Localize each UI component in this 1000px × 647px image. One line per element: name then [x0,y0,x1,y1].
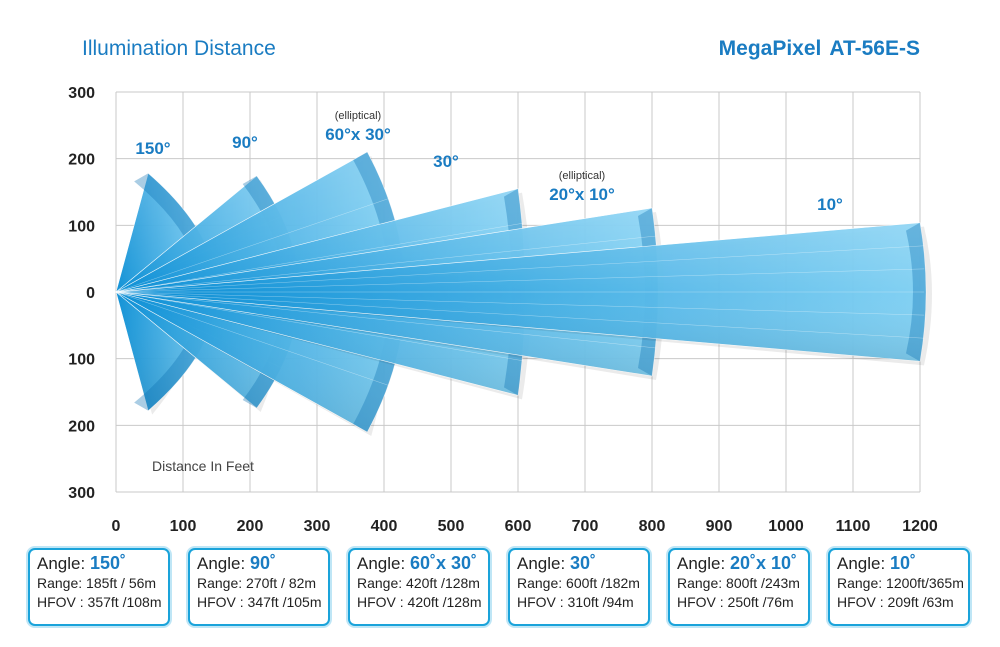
beam-label: 150° [135,139,170,158]
angle-value: 10˚ [889,553,916,573]
axes: 0 100 200 300 400 500 600 700 800 900 1000 1100 1200… [68,85,938,535]
product-title: MegaPixel AT-56E-S [719,37,920,60]
angle-prefix: Angle: [357,554,410,573]
range-text: Range: 1200ft/365m [837,575,964,591]
hfov-text: HFOV : 357ft /108m [37,594,162,610]
beam-label: 90° [232,133,258,152]
spec-card-10: Angle: 10˚ Range: 1200ft/365m HFOV : 209… [828,548,970,626]
y-tick-label: 300 [68,85,95,102]
range-text: Range: 185ft / 56m [37,575,157,591]
beam-ray [115,291,524,362]
angle-prefix: Angle: [837,554,890,573]
beam-ray [115,291,389,386]
y-tick-label: 200 [68,152,95,169]
beam-ray [115,291,657,349]
x-tick-label: 900 [706,518,733,535]
y-tick-label: 100 [68,352,95,369]
card-angle-line: Angle: 60˚x 30˚ [357,553,488,574]
x-tick-label: 1200 [902,518,938,535]
beam-label: 30° [433,152,459,171]
spec-card-60x30: Angle: 60˚x 30˚ Range: 420ft /128m HFOV … [348,548,490,626]
spec-card-30: Angle: 30˚ Range: 600ft /182m HFOV : 310… [508,548,650,626]
card-angle-line: Angle: 90˚ [197,553,328,574]
beam-sheen [116,222,926,362]
chart-title: Illumination Distance [82,37,276,60]
angle-value: 30˚ [569,553,596,573]
range-text: Range: 270ft / 82m [197,575,317,591]
y-tick-label: 200 [68,418,95,435]
range-text: Range: 600ft /182m [517,575,640,591]
spec-card-150: Angle: 150˚ Range: 185ft / 56m HFOV : 35… [28,548,170,626]
angle-prefix: Angle: [517,554,570,573]
x-axis-label: Distance In Feet [152,458,254,474]
hfov-text: HFOV : 250ft /76m [677,594,794,610]
hfov-text: HFOV : 420ft /128m [357,594,482,610]
x-tick-label: 800 [639,518,666,535]
beam-edge [906,222,926,362]
hfov-text: HFOV : 347ft /105m [197,594,322,610]
beam-note: (elliptical) [335,110,381,122]
angle-value: 60˚x 30˚ [409,553,477,573]
y-tick-label: 100 [68,218,95,235]
x-tick-label: 100 [170,518,197,535]
hfov-text: HFOV : 209ft /63m [837,594,954,610]
spec-cards: Angle: 150˚ Range: 185ft / 56m HFOV : 35… [28,548,978,630]
card-angle-line: Angle: 30˚ [517,553,648,574]
beams [115,151,932,436]
card-angle-line: Angle: 150˚ [37,553,168,574]
x-tick-label: 1000 [768,518,804,535]
card-angle-line: Angle: 20˚x 10˚ [677,553,808,574]
beam-ray [115,235,657,293]
x-tick-label: 400 [371,518,398,535]
x-tick-label: 300 [304,518,331,535]
beam-ray [115,245,925,293]
angle-prefix: Angle: [37,554,90,573]
range-text: Range: 420ft /128m [357,575,480,591]
x-tick-label: 500 [438,518,465,535]
spec-card-90: Angle: 90˚ Range: 270ft / 82m HFOV : 347… [188,548,330,626]
x-tick-label: 700 [572,518,599,535]
x-tick-label: 600 [505,518,532,535]
beam-label: 20°x 10° [549,185,615,204]
beam-ray [115,198,389,293]
beam-ray [115,222,524,293]
angle-value: 90˚ [249,553,276,573]
spec-card-20x10: Angle: 20˚x 10˚ Range: 800ft /243m HFOV … [668,548,810,626]
beam-labels: 150° 90° 60°x 30° (elliptical) 30° 20°x 10° (e… [135,110,843,214]
angle-value: 150˚ [89,553,126,573]
beam-ray [115,291,925,339]
x-tick-label: 0 [112,518,121,535]
range-text: Range: 800ft /243m [677,575,800,591]
model-name: AT-56E-S [829,37,920,60]
beam-label: 10° [817,195,843,214]
y-tick-label: 300 [68,485,95,502]
beam-note: (elliptical) [559,170,605,182]
beam-label: 60°x 30° [325,125,391,144]
brand-name: MegaPixel [719,37,822,60]
beam-ray [115,291,925,316]
x-tick-label: 200 [237,518,264,535]
hfov-text: HFOV : 310ft /94m [517,594,634,610]
x-tick-label: 1100 [836,518,871,535]
card-angle-line: Angle: 10˚ [837,553,968,574]
y-tick-label: 0 [86,285,95,302]
beam-ray [115,268,925,293]
angle-value: 20˚x 10˚ [729,553,797,573]
angle-prefix: Angle: [197,554,250,573]
angle-prefix: Angle: [677,554,730,573]
